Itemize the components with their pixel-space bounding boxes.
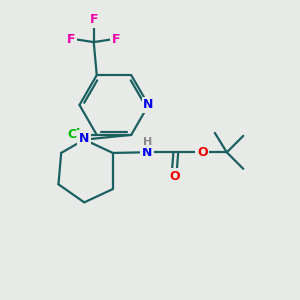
Text: F: F bbox=[89, 13, 98, 26]
Text: F: F bbox=[112, 33, 121, 46]
Text: N: N bbox=[143, 98, 154, 112]
Text: O: O bbox=[197, 146, 208, 159]
Text: N: N bbox=[142, 146, 152, 159]
Text: Cl: Cl bbox=[68, 128, 81, 141]
Text: O: O bbox=[169, 170, 180, 183]
Text: F: F bbox=[67, 33, 76, 46]
Text: H: H bbox=[143, 137, 152, 147]
Text: N: N bbox=[79, 132, 89, 145]
